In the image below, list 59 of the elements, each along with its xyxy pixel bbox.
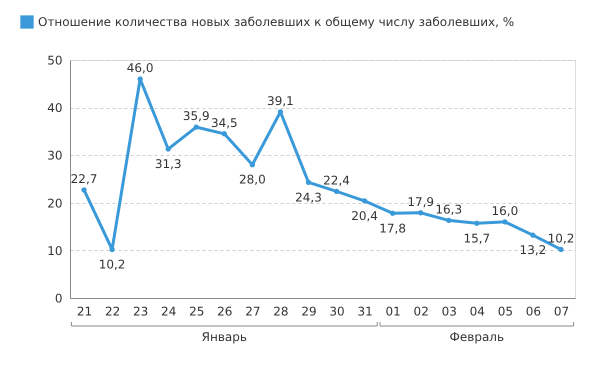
point: [194, 124, 199, 130]
legend-label: Отношение количества новых заболевших к общему числу заболевших, %: [38, 15, 514, 29]
data-label: 10,2: [98, 257, 126, 272]
data-label: 13,2: [520, 243, 546, 258]
x-tick-label: 04: [470, 304, 485, 318]
data-label: 10,2: [548, 231, 574, 246]
y-tick-label: 50: [47, 54, 62, 68]
y-tick-label: 10: [47, 244, 62, 258]
point: [222, 131, 227, 136]
point: [166, 146, 171, 152]
y-tick-label: 0: [54, 292, 62, 306]
x-tick-label: 03: [442, 304, 457, 318]
data-label: 24,3: [295, 190, 322, 204]
point: [502, 219, 508, 224]
point: [306, 180, 312, 185]
data-label: 22,7: [70, 172, 98, 186]
point: [362, 198, 368, 204]
point: [530, 232, 536, 238]
x-tick-label: 07: [554, 304, 570, 318]
point: [446, 218, 452, 224]
x-tick-label: 05: [498, 304, 513, 318]
data-label: 46,0: [126, 61, 154, 76]
point: [81, 187, 87, 193]
x-tick-label: 22: [104, 304, 120, 318]
data-label: 16,0: [492, 204, 518, 218]
x-tick-label: 29: [301, 304, 317, 318]
y-tick-label: 40: [47, 101, 62, 116]
x-tick-label: 28: [273, 304, 289, 318]
x-tick-label: 24: [161, 304, 176, 318]
point: [474, 220, 480, 226]
x-tick-label: 02: [414, 304, 429, 318]
text: Январь: [202, 330, 247, 344]
x-tick-label: 30: [329, 304, 345, 318]
point: [558, 246, 564, 252]
x-tick-label: 27: [245, 304, 260, 318]
x-tick-label: 26: [217, 304, 232, 318]
point: [390, 210, 396, 216]
x-tick-label: 25: [189, 304, 204, 318]
x-tick-label: 06: [526, 304, 542, 318]
y-tick-label: 20: [47, 196, 62, 210]
data-label: 16,3: [435, 202, 462, 216]
data-label: 17,9: [407, 194, 434, 209]
x-tick-label: 01: [386, 304, 401, 318]
data-label: 39,1: [267, 94, 294, 108]
x-tick-label: 21: [76, 304, 92, 318]
x-tick-label: 23: [133, 304, 148, 318]
data-label: 20,4: [351, 208, 378, 223]
data-label: 15,7: [463, 231, 490, 246]
x-tick-label: 31: [357, 304, 373, 318]
text: Февраль: [450, 330, 504, 344]
data-label: 17,8: [379, 221, 406, 236]
data-label: 22,4: [323, 173, 350, 188]
point: [418, 210, 424, 216]
data-label: 35,9: [182, 109, 210, 124]
y-tick-label: 30: [47, 148, 62, 163]
data-label: 31,3: [154, 157, 182, 172]
data-label: 28,0: [239, 172, 266, 187]
data-label: 34,5: [210, 116, 238, 130]
point: [334, 188, 340, 194]
